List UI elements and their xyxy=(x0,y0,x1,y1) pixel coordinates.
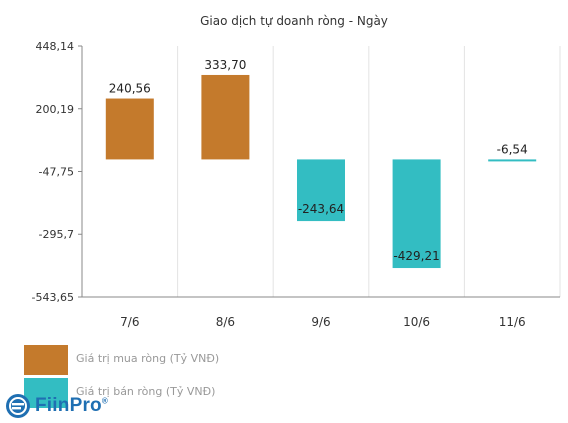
x-tick-label: 9/6 xyxy=(311,315,330,329)
bar-11-6[interactable] xyxy=(488,159,537,162)
data-label: 240,56 xyxy=(109,82,151,96)
x-tick-label: 8/6 xyxy=(216,315,235,329)
fiinpro-logo-icon xyxy=(6,394,30,418)
legend-label[interactable]: Giá trị bán ròng (Tỷ VNĐ) xyxy=(76,385,215,398)
brand-logo: FiinPro® xyxy=(6,392,108,420)
x-tick-labels: 7/6 8/6 9/6 10/6 11/6 xyxy=(120,315,526,329)
bar-10-6[interactable] xyxy=(392,159,441,269)
data-label: -429,21 xyxy=(393,249,439,263)
y-tick-labels: 448,14 200,19 -47,75 -295,7 -543,65 xyxy=(32,40,82,304)
legend-swatch[interactable] xyxy=(24,378,68,408)
bars xyxy=(105,74,537,269)
y-tick-label: -47,75 xyxy=(39,165,74,178)
y-tick-label: 200,19 xyxy=(36,103,75,116)
y-tick-label: -295,7 xyxy=(39,228,74,241)
x-tick-label: 7/6 xyxy=(120,315,139,329)
x-tick-label: 10/6 xyxy=(403,315,430,329)
brand-name: FiinPro® xyxy=(35,395,108,416)
bar-8-6[interactable] xyxy=(201,74,250,160)
chart-title: Giao dịch tự doanh ròng - Ngày xyxy=(200,14,388,28)
bar-9-6[interactable] xyxy=(297,159,345,222)
legend-swatch[interactable] xyxy=(24,345,68,375)
y-tick-label: -543,65 xyxy=(32,291,74,304)
legend-label[interactable]: Giá trị mua ròng (Tỷ VNĐ) xyxy=(76,352,219,365)
y-tick-label: 448,14 xyxy=(36,40,75,53)
legend: Giá trị mua ròng (Tỷ VNĐ) Giá trị bán ròn… xyxy=(24,345,219,408)
x-tick-label: 11/6 xyxy=(499,315,526,329)
data-label: -243,64 xyxy=(298,202,344,216)
data-label: 333,70 xyxy=(204,58,246,72)
bar-7-6[interactable] xyxy=(105,98,154,160)
grid xyxy=(177,46,561,297)
data-label: -6,54 xyxy=(497,142,528,156)
data-labels: 240,56 333,70 -243,64 -429,21 -6,54 xyxy=(109,58,528,263)
